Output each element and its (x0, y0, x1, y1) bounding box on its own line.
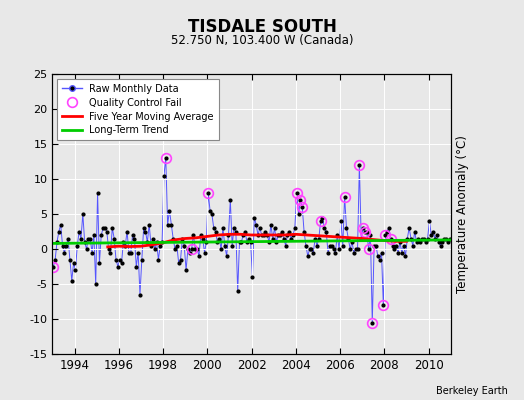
Y-axis label: Temperature Anomaly (°C): Temperature Anomaly (°C) (456, 135, 469, 293)
Text: Berkeley Earth: Berkeley Earth (436, 386, 508, 396)
Legend: Raw Monthly Data, Quality Control Fail, Five Year Moving Average, Long-Term Tren: Raw Monthly Data, Quality Control Fail, … (57, 79, 219, 140)
Text: TISDALE SOUTH: TISDALE SOUTH (188, 18, 336, 36)
Text: 52.750 N, 103.400 W (Canada): 52.750 N, 103.400 W (Canada) (171, 34, 353, 47)
